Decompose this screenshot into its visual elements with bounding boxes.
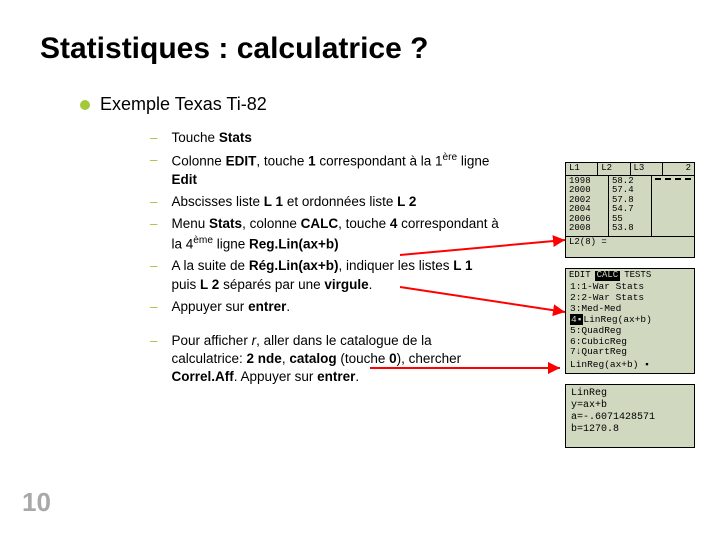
dash-icon: – (150, 257, 158, 293)
bullet-main: Exemple Texas Ti-82 (80, 94, 680, 115)
slide-title: Statistiques : calculatrice ? (40, 32, 680, 66)
dash-icon: – (150, 298, 158, 316)
bullet-dot-icon (80, 100, 90, 110)
page-number: 10 (22, 487, 51, 518)
bullet-main-text: Exemple Texas Ti-82 (100, 94, 267, 115)
calc1-col3 (652, 176, 694, 236)
calc-screen-2: EDIT CALC TESTS 1:1-War Stats 2:2-War St… (565, 268, 695, 374)
sub-item-5: – A la suite de Rég.Lin(ax+b), indiquer … (150, 257, 500, 293)
dash-icon: – (150, 193, 158, 211)
calc1-footer: L2(8) = (566, 236, 694, 249)
calc1-header: L1 L2 L3 2 (566, 163, 694, 176)
calc1-col1: 199820002002200420062008 (566, 176, 609, 236)
calc2-footer: LinReg(ax+b) ▪ (566, 359, 694, 371)
dash-icon: – (150, 129, 158, 147)
sub-item-3: – Abscisses liste L 1 et ordonnées liste… (150, 193, 500, 211)
calc1-col2: 58.257.457.854.75553.8 (609, 176, 652, 236)
dash-icon: – (150, 215, 158, 253)
dash-icon: – (150, 151, 158, 189)
calc2-tabs: EDIT CALC TESTS (566, 269, 694, 281)
sub-item-2: – Colonne EDIT, touche 1 correspondant à… (150, 151, 500, 189)
sub-item-1: – Touche Stats (150, 129, 500, 147)
calc3-body: LinReg y=ax+b a=-.6071428571 b=1270.8 (566, 385, 694, 439)
sub-item-4: – Menu Stats, colonne CALC, touche 4 cor… (150, 215, 500, 253)
sub-item-6: – Appuyer sur entrer. (150, 298, 500, 316)
calc2-body: 1:1-War Stats 2:2-War Stats 3:Med-Med 4▪… (566, 281, 694, 359)
calc-screen-1: L1 L2 L3 2 199820002002200420062008 58.2… (565, 162, 695, 258)
dash-icon: – (150, 332, 158, 387)
calc-screen-3: LinReg y=ax+b a=-.6071428571 b=1270.8 (565, 384, 695, 448)
sub-item-7: – Pour afficher r, aller dans le catalog… (150, 332, 500, 387)
sub-list: – Touche Stats – Colonne EDIT, touche 1 … (150, 129, 500, 387)
